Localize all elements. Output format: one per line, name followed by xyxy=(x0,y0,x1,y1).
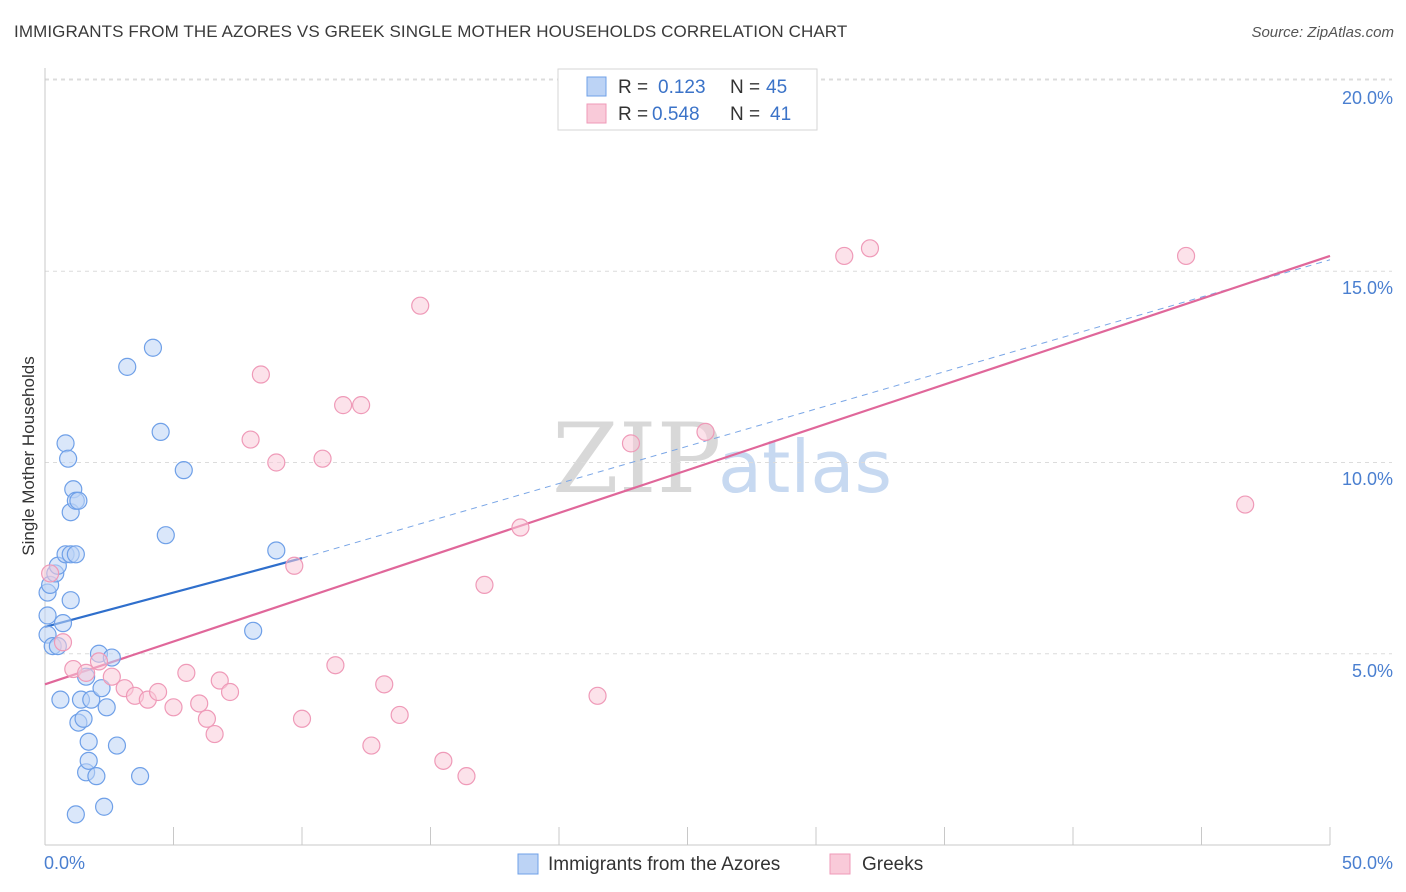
stats-n-label-greeks: N = xyxy=(730,104,760,125)
trend-line-azores-extension xyxy=(301,259,1331,559)
point-azores-31 xyxy=(92,679,111,698)
point-greeks-13 xyxy=(197,709,217,728)
point-greeks-36 xyxy=(696,422,715,441)
point-azores-14 xyxy=(61,591,80,610)
point-azores-33 xyxy=(97,698,116,717)
point-azores-36 xyxy=(118,357,137,376)
point-greeks-23 xyxy=(326,656,345,675)
point-greeks-26 xyxy=(362,736,381,755)
series-legend-swatch-azores xyxy=(517,853,539,875)
point-greeks-22 xyxy=(313,449,332,468)
point-azores-39 xyxy=(151,422,170,441)
y-tick-label-10: 10.0% xyxy=(1342,469,1393,489)
y-tick-label-20: 20.0% xyxy=(1342,88,1393,108)
point-greeks-40 xyxy=(1236,495,1255,514)
point-greeks-17 xyxy=(241,430,260,449)
watermark-zip: ZIP xyxy=(552,403,721,515)
point-greeks-16 xyxy=(220,682,240,702)
grid-lines xyxy=(45,78,1392,655)
point-azores-23 xyxy=(74,709,93,728)
series-legend: Immigrants from the Azores Greeks xyxy=(517,853,923,875)
point-greeks-9 xyxy=(148,682,168,702)
point-greeks-37 xyxy=(835,246,854,266)
point-azores-40 xyxy=(156,526,175,545)
point-greeks-20 xyxy=(285,556,304,575)
point-greeks-27 xyxy=(375,675,394,694)
point-azores-27 xyxy=(79,732,98,751)
stats-legend-swatch-greeks xyxy=(586,103,607,124)
point-azores-26 xyxy=(79,751,98,770)
point-greeks-3 xyxy=(77,663,96,682)
stats-r-label-greeks: R = xyxy=(618,104,648,125)
series-legend-swatch-greeks xyxy=(829,853,851,875)
point-greeks-0 xyxy=(41,564,60,583)
stats-n-value-azores: 45 xyxy=(766,77,787,98)
point-greeks-35 xyxy=(621,434,641,453)
chart-title: IMMIGRANTS FROM THE AZORES VS GREEK SING… xyxy=(14,22,848,41)
point-greeks-30 xyxy=(434,751,453,770)
stats-n-value-greeks: 41 xyxy=(770,104,791,125)
point-greeks-14 xyxy=(205,724,224,744)
watermark-atlas: atlas xyxy=(718,425,892,509)
trend-lines xyxy=(44,254,1331,686)
stats-r-label-azores: R = xyxy=(618,77,648,98)
y-tick-label-15: 15.0% xyxy=(1342,278,1393,298)
point-azores-32 xyxy=(95,797,114,816)
point-azores-42 xyxy=(244,621,263,640)
x-tick-label-50: 50.0% xyxy=(1342,853,1393,873)
stats-legend: R = 0.123 N = 45 R = 0.548 N = 41 xyxy=(557,68,818,131)
point-greeks-1 xyxy=(53,633,73,652)
stats-n-label-azores: N = xyxy=(730,77,760,98)
point-azores-41 xyxy=(174,461,193,480)
point-greeks-33 xyxy=(511,518,530,537)
point-azores-20 xyxy=(69,491,88,510)
point-greeks-28 xyxy=(390,705,409,725)
point-azores-28 xyxy=(82,690,101,709)
point-azores-8 xyxy=(51,690,70,709)
y-tick-label-5: 5.0% xyxy=(1352,661,1393,681)
point-azores-10 xyxy=(56,434,75,453)
point-azores-38 xyxy=(143,338,163,357)
point-greeks-11 xyxy=(177,663,196,682)
stats-r-value-azores: 0.123 xyxy=(658,77,706,98)
point-greeks-21 xyxy=(292,709,312,728)
point-greeks-19 xyxy=(267,453,286,472)
point-azores-37 xyxy=(130,767,150,786)
x-tick-label-0: 0.0% xyxy=(44,853,85,873)
point-azores-43 xyxy=(267,541,286,560)
point-azores-18 xyxy=(66,545,85,564)
point-azores-35 xyxy=(107,736,127,755)
stats-r-value-greeks: 0.548 xyxy=(652,104,700,125)
axes xyxy=(44,68,1331,846)
y-axis-label: Single Mother Households xyxy=(19,356,38,555)
point-azores-12 xyxy=(59,449,78,468)
point-azores-9 xyxy=(53,614,73,633)
trend-line-greeks xyxy=(44,254,1331,686)
point-greeks-32 xyxy=(475,575,494,595)
point-greeks-10 xyxy=(164,698,183,717)
point-greeks-34 xyxy=(588,686,607,705)
point-azores-29 xyxy=(87,767,106,786)
source-label: Source: ZipAtlas.com xyxy=(1251,24,1394,41)
point-azores-19 xyxy=(66,805,85,824)
point-greeks-24 xyxy=(334,396,353,415)
series-legend-label-azores: Immigrants from the Azores xyxy=(548,854,780,875)
point-azores-1 xyxy=(38,606,57,625)
series-legend-label-greeks: Greeks xyxy=(862,854,923,875)
point-greeks-39 xyxy=(1176,246,1196,266)
point-greeks-25 xyxy=(352,396,371,415)
point-greeks-4 xyxy=(89,652,109,671)
trend-line-azores xyxy=(44,557,303,629)
data-points xyxy=(38,239,1255,824)
point-greeks-29 xyxy=(411,296,430,315)
point-greeks-18 xyxy=(251,365,270,384)
point-greeks-38 xyxy=(860,239,880,258)
point-greeks-15 xyxy=(210,671,229,690)
point-greeks-31 xyxy=(457,767,476,786)
point-greeks-5 xyxy=(102,667,121,686)
point-greeks-12 xyxy=(190,694,209,713)
stats-legend-swatch-azores xyxy=(586,76,607,97)
